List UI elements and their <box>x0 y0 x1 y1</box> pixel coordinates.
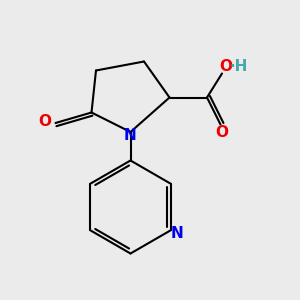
Text: N: N <box>170 226 183 241</box>
Text: ·H: ·H <box>229 59 248 74</box>
Text: O: O <box>38 114 52 129</box>
Text: N: N <box>124 128 136 142</box>
Text: O: O <box>219 59 232 74</box>
Text: O: O <box>215 125 229 140</box>
